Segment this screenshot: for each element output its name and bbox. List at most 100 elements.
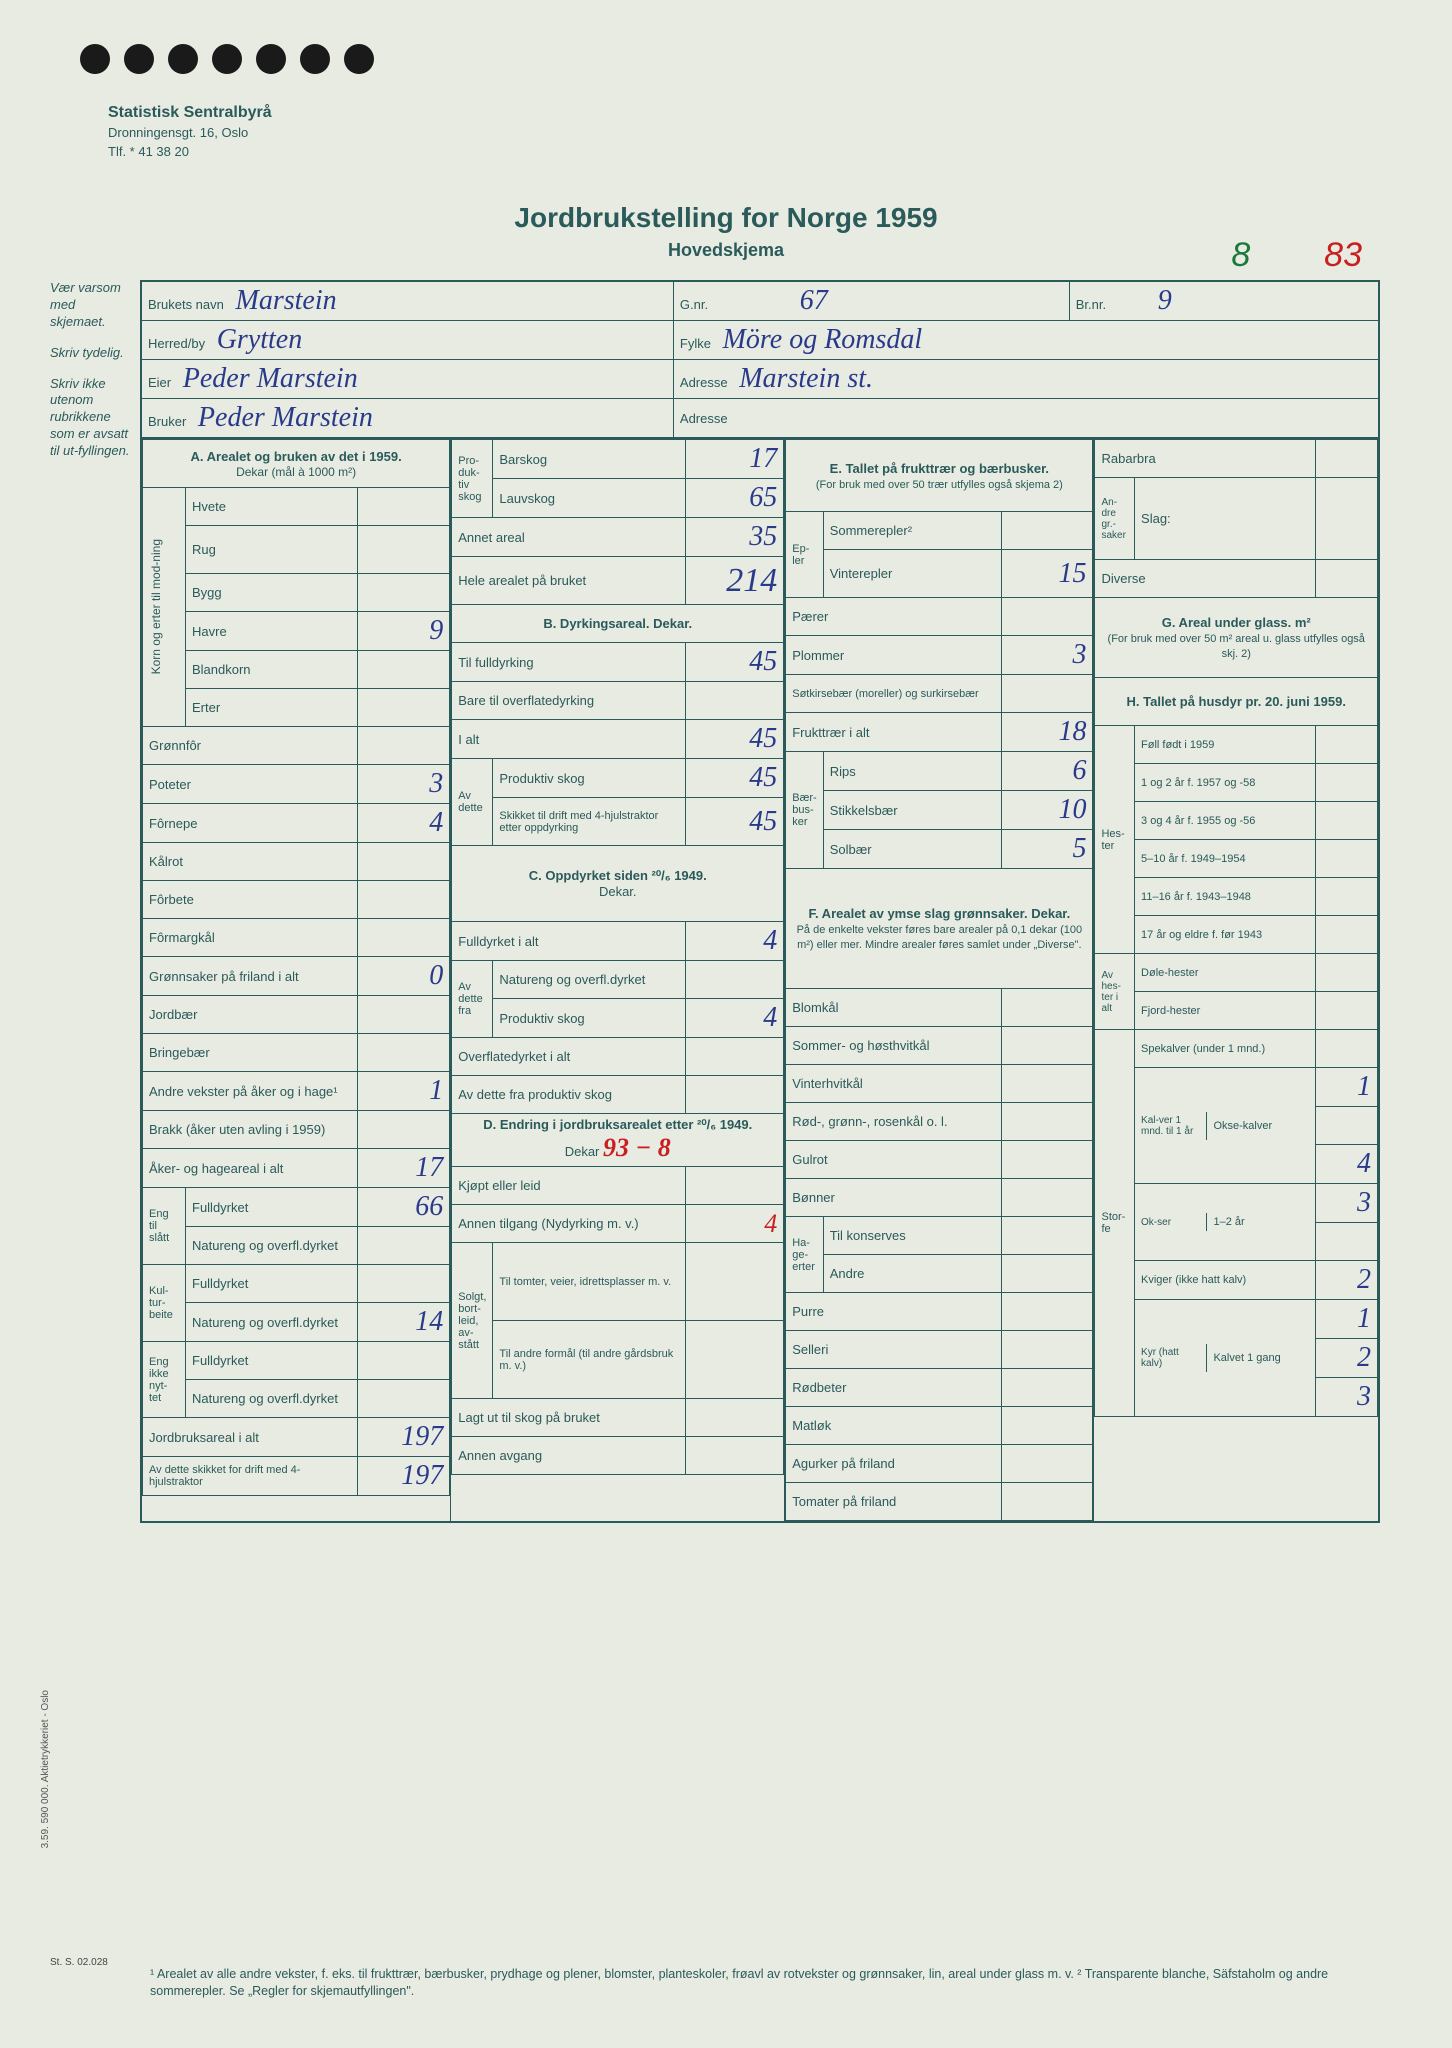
fulldyrket1-label: Fulldyrket bbox=[186, 1188, 358, 1227]
section-a: A. Arealet og bruken av det i 1959. Deka… bbox=[142, 439, 450, 1496]
fornepe-label: Fôrnepe bbox=[143, 804, 358, 843]
jordbaer-label: Jordbær bbox=[143, 996, 358, 1034]
sommerepler-label: Sommerepler² bbox=[823, 512, 1001, 550]
brukets-navn-value: Marstein bbox=[228, 285, 337, 316]
header-table: Brukets navn Marstein G.nr. 67 Br.nr. 9 … bbox=[141, 281, 1379, 438]
a-sub: Dekar (mål à 1000 m²) bbox=[236, 465, 356, 479]
havre-value: 9 bbox=[358, 612, 450, 651]
bonner-label: Bønner bbox=[786, 1179, 1002, 1217]
annet-areal-value: 35 bbox=[685, 518, 783, 557]
kjopt-label: Kjøpt eller leid bbox=[452, 1167, 686, 1205]
bygg-label: Bygg bbox=[186, 574, 358, 612]
c-av-dette-fra: Av dette fra bbox=[452, 961, 493, 1038]
adresse2-label: Adresse bbox=[680, 411, 728, 426]
stikkelsbaer-label: Stikkelsbær bbox=[823, 791, 1001, 830]
section-b-c-d: Pro-duk-tiv skogBarskog17 Lauvskog65 Ann… bbox=[451, 439, 784, 1475]
andre-label: Andre bbox=[823, 1255, 1001, 1293]
lagt-ut-label: Lagt ut til skog på bruket bbox=[452, 1399, 686, 1437]
poteter-value: 3 bbox=[358, 765, 450, 804]
e-head: E. Tallet på frukttrær og bærbusker. bbox=[830, 461, 1049, 476]
lauvskog-label: Lauvskog bbox=[493, 479, 686, 518]
page-title: Jordbrukstelling for Norge 1959 bbox=[0, 202, 1452, 234]
agurker-label: Agurker på friland bbox=[786, 1445, 1002, 1483]
ialt-label: I alt bbox=[452, 720, 686, 759]
c-av-prod-label: Av dette fra produktiv skog bbox=[452, 1076, 686, 1114]
formargkal-label: Fôrmargkål bbox=[143, 919, 358, 957]
gronn-friland-label: Grønnsaker på friland i alt bbox=[143, 957, 358, 996]
pagenum-green: 8 bbox=[1231, 236, 1250, 274]
hageerter-group: Ha-ge-erter bbox=[786, 1217, 823, 1293]
baerbusker-group: Bær-bus-ker bbox=[786, 752, 823, 869]
kulturbeite-label: Kul-tur-beite bbox=[143, 1265, 186, 1342]
print-code-bottom: St. S. 02.028 bbox=[50, 1957, 108, 1968]
skikket-drift-label: Skikket til drift med 4-hjulstraktor ett… bbox=[493, 798, 686, 846]
barskog-label: Barskog bbox=[493, 440, 686, 479]
d-head: D. Endring i jordbruksarealet etter ²⁰/₆… bbox=[483, 1117, 752, 1132]
skikket-value: 197 bbox=[358, 1457, 450, 1496]
main-form: Brukets navn Marstein G.nr. 67 Br.nr. 9 … bbox=[140, 280, 1380, 1523]
purre-label: Purre bbox=[786, 1293, 1002, 1331]
solbaer-label: Solbær bbox=[823, 830, 1001, 869]
rips-value: 6 bbox=[1001, 752, 1093, 791]
matlok-label: Matløk bbox=[786, 1407, 1002, 1445]
adresse-label: Adresse bbox=[680, 375, 728, 390]
andre-vekster-label: Andre vekster på åker og i hage¹ bbox=[143, 1072, 358, 1111]
e-sub: (For bruk med over 50 trær utfylles også… bbox=[816, 479, 1063, 491]
annen-tilgang-label: Annen tilgang (Nydyrking m. v.) bbox=[452, 1205, 686, 1243]
aker-hage-label: Åker- og hageareal i alt bbox=[143, 1149, 358, 1188]
f-head: F. Arealet av ymse slag grønnsaker. Deka… bbox=[808, 906, 1070, 921]
kyr-group: Kyr (hatt kalv) bbox=[1135, 1344, 1207, 1372]
plommer-label: Plommer bbox=[786, 636, 1002, 675]
o1-2-value: 3 bbox=[1315, 1184, 1377, 1223]
okse-label: Okse-kalver bbox=[1207, 1112, 1315, 1140]
korn-group-label: Korn og erter til mod-ning bbox=[149, 539, 163, 674]
brnr-label: Br.nr. bbox=[1076, 297, 1106, 312]
side-note-1: Vær varsom med skjemaet. bbox=[50, 280, 130, 331]
gnr-label: G.nr. bbox=[680, 297, 708, 312]
blomkal-label: Blomkål bbox=[786, 989, 1002, 1027]
a-head: A. Arealet og bruken av det i 1959. bbox=[191, 449, 402, 464]
c-overflate-label: Overflatedyrket i alt bbox=[452, 1038, 686, 1076]
gnr-value: 67 bbox=[792, 285, 828, 316]
c-prodskog-label: Produktiv skog bbox=[493, 999, 686, 1038]
c-fulldyrket-value: 4 bbox=[685, 922, 783, 961]
kalvet24-value: 2 bbox=[1315, 1339, 1377, 1378]
selleri-label: Selleri bbox=[786, 1331, 1002, 1369]
kviger-label: Kviger (ikke hatt kalv) bbox=[1135, 1261, 1316, 1300]
rips-label: Rips bbox=[823, 752, 1001, 791]
fulldyrket3-label: Fulldyrket bbox=[186, 1342, 358, 1380]
annet-areal-label: Annet areal bbox=[452, 518, 686, 557]
pagenum-red: 83 bbox=[1324, 236, 1362, 274]
brnr-value: 9 bbox=[1150, 285, 1172, 316]
av-dette-label: Av dette bbox=[452, 759, 493, 846]
fulldyrket1-value: 66 bbox=[358, 1188, 450, 1227]
c-fulldyrket-label: Fulldyrket i alt bbox=[452, 922, 686, 961]
bruker-label: Bruker bbox=[148, 414, 186, 429]
okse-value: 1 bbox=[1315, 1068, 1377, 1107]
natureng2-label: Natureng og overfl.dyrket bbox=[186, 1303, 358, 1342]
c-natureng-label: Natureng og overfl.dyrket bbox=[493, 961, 686, 999]
fulldyrket2-label: Fulldyrket bbox=[186, 1265, 358, 1303]
eier-value: Peder Marstein bbox=[175, 363, 358, 394]
tomater-label: Tomater på friland bbox=[786, 1483, 1002, 1521]
erter-label: Erter bbox=[186, 689, 358, 727]
hester-group: Hes-ter bbox=[1095, 726, 1135, 954]
jordbruksareal-label: Jordbruksareal i alt bbox=[143, 1418, 358, 1457]
c-prodskog-value: 4 bbox=[685, 999, 783, 1038]
adresse-value: Marstein st. bbox=[731, 363, 873, 394]
skikket-drift-value: 45 bbox=[685, 798, 783, 846]
plommer-value: 3 bbox=[1001, 636, 1093, 675]
barskog-value: 17 bbox=[685, 440, 783, 479]
natureng2-value: 14 bbox=[358, 1303, 450, 1342]
margin-instructions: Vær varsom med skjemaet. Skriv tydelig. … bbox=[50, 280, 130, 474]
footnote: ¹ Arealet av alle andre vekster, f. eks.… bbox=[150, 1966, 1370, 2000]
side-note-3: Skriv ikke utenom rubrikkene som er avsa… bbox=[50, 376, 130, 460]
herred-value: Grytten bbox=[209, 324, 303, 355]
bruker-value: Peder Marstein bbox=[190, 402, 373, 433]
section-g-h: Rabarbra An-dre gr.-sakerSlag: Diverse G… bbox=[1094, 439, 1378, 1417]
eier-label: Eier bbox=[148, 375, 171, 390]
okser-group: Ok-ser bbox=[1135, 1213, 1207, 1231]
sommer-host-label: Sommer- og høsthvitkål bbox=[786, 1027, 1002, 1065]
g-sub: (For bruk med over 50 m² areal u. glass … bbox=[1108, 633, 1365, 660]
natureng1-label: Natureng og overfl.dyrket bbox=[186, 1227, 358, 1265]
